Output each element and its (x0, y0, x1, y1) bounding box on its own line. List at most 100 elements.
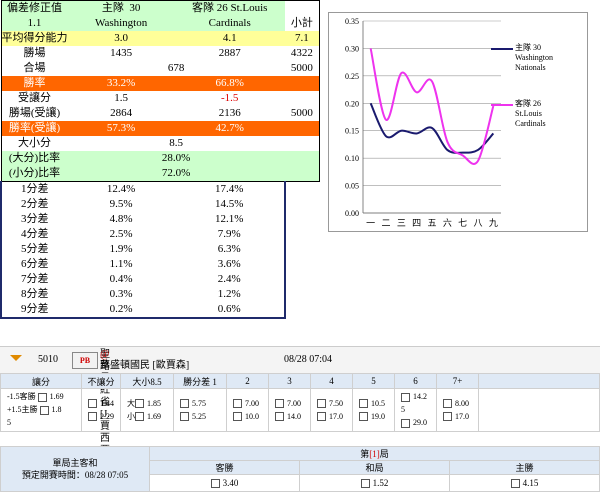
tie-option[interactable]: 1.52 (300, 475, 450, 492)
margin4-away-option[interactable]: 7.50 (317, 399, 343, 409)
margin-spacer (285, 257, 320, 272)
subtotal-spacer (285, 1, 320, 17)
spread-home-option[interactable]: +1.5主勝 1.8 (7, 405, 62, 415)
table-title: 偏差修正值 (7, 2, 62, 14)
handicap-row: 受讓分 1.5 -1.5 (1, 91, 320, 106)
checkbox[interactable] (88, 412, 97, 421)
checkbox[interactable] (443, 399, 452, 408)
margin-spacer (285, 212, 320, 227)
over-rate-row: (大分)比率 28.0% (1, 151, 320, 166)
win-rate-hc-row: 勝率(受讓) 57.3% 42.7% (1, 121, 320, 136)
margin-label: 1分差 (1, 182, 68, 198)
checkbox[interactable] (443, 412, 452, 421)
y-tick-label: 0.30 (345, 44, 359, 53)
margin-home: 4.8% (68, 212, 175, 227)
margin5-away-option[interactable]: 10.5 (359, 399, 385, 409)
checkbox[interactable] (275, 412, 284, 421)
row-label: 勝率(受讓) (1, 121, 68, 136)
away-win-option[interactable]: 3.40 (150, 475, 300, 492)
checkbox[interactable] (275, 399, 284, 408)
spread-extra: 5 (7, 418, 11, 428)
margin6-home-option[interactable]: 29.0 (401, 418, 427, 428)
checkbox[interactable] (180, 399, 189, 408)
option-odds: 17.0 (455, 412, 469, 422)
margin6-extra: 5 (401, 405, 405, 415)
checkbox[interactable] (233, 399, 242, 408)
home-header: 主隊 30 (68, 1, 175, 17)
match-number: 5010 (38, 354, 58, 366)
margin6-away-option[interactable]: 14.2 (401, 392, 427, 402)
margin-label: 4分差 (1, 227, 68, 242)
home-value: 57.3% (68, 121, 175, 136)
margin4-home-option[interactable]: 17.0 (317, 412, 343, 422)
margin5-cell: 10.5 19.0 (353, 389, 395, 432)
inning-number: [1] (369, 449, 380, 459)
checkbox[interactable] (211, 479, 220, 488)
under-rate-row: (小分)比率 72.0% (1, 166, 320, 182)
margin1-home-option[interactable]: 5.25 (180, 412, 206, 422)
x-tick-label: 五 (427, 219, 436, 229)
win-rate-row: 勝率 33.2% 66.8% (1, 76, 320, 91)
x-tick-label: 七 (458, 218, 467, 229)
checkbox[interactable] (135, 399, 144, 408)
margin-away: 6.3% (175, 242, 285, 257)
margin-label: 9分差 (1, 302, 68, 318)
option-odds: 7.50 (329, 399, 343, 409)
checkbox[interactable] (361, 479, 370, 488)
checkbox[interactable] (180, 412, 189, 421)
checkbox[interactable] (38, 393, 47, 402)
checkbox[interactable] (401, 393, 410, 402)
expand-arrow-icon[interactable] (10, 355, 22, 361)
margin3-away-option[interactable]: 7.00 (275, 399, 301, 409)
row-label: (大分)比率 (1, 151, 68, 166)
under-rate-value: 72.0% (68, 166, 285, 182)
y-tick-label: 0.00 (345, 209, 359, 218)
spread-away-option[interactable]: -1.5客勝 1.69 (7, 392, 64, 402)
checkbox[interactable] (401, 419, 410, 428)
margin-spacer (285, 272, 320, 287)
row-label: 勝場 (1, 46, 68, 61)
match-bar: 5010 PB 聖路易紅雀 [J.賈西亞] @ 華盛頓國民 [歐賈森] 08/2… (0, 346, 600, 374)
total-spacer (285, 166, 320, 182)
margin-spacer (285, 182, 320, 198)
checkbox[interactable] (317, 399, 326, 408)
option-odds: 1.69 (147, 412, 161, 422)
margin-away: 0.6% (175, 302, 285, 318)
margin6-cell: 14.2 5 29.0 (395, 389, 437, 432)
legend-home-line1: 主隊 30 (515, 43, 541, 52)
checkbox[interactable] (40, 406, 49, 415)
checkbox[interactable] (359, 399, 368, 408)
checkbox[interactable] (135, 412, 144, 421)
margin2-home-option[interactable]: 10.0 (233, 412, 259, 422)
home-win-option[interactable]: 4.15 (450, 475, 600, 492)
margin1-away-option[interactable]: 5.75 (180, 399, 206, 409)
home-num: 30 (129, 2, 140, 14)
margin7-home-option[interactable]: 17.0 (443, 412, 469, 422)
match-away-line: 華盛頓國民 [歐賈森] (100, 360, 189, 372)
margin3-home-option[interactable]: 14.0 (275, 412, 301, 422)
margin5-home-option[interactable]: 19.0 (359, 412, 385, 422)
home-team-name: Washington (68, 16, 175, 31)
margin2-away-option[interactable]: 7.00 (233, 399, 259, 409)
margin7-away-option[interactable]: 8.00 (443, 399, 469, 409)
checkbox[interactable] (317, 412, 326, 421)
pb-logo-icon: PB (72, 352, 98, 369)
checkbox[interactable] (88, 399, 97, 408)
legend-away: 客隊 26 St.Louis Cardinals (515, 99, 546, 129)
option-odds: 3.40 (223, 478, 239, 488)
moneyline-home-option[interactable]: 2.29 (88, 412, 114, 422)
match-datetime: 08/28 07:04 (284, 354, 332, 366)
margin-spacer (285, 242, 320, 257)
checkbox[interactable] (359, 412, 368, 421)
checkbox[interactable] (511, 479, 520, 488)
games-row: 合場 678 5000 (1, 61, 320, 76)
legend-away-line2: St.Louis (515, 109, 546, 119)
moneyline-away-option[interactable]: 1.44 (88, 399, 114, 409)
checkbox[interactable] (233, 412, 242, 421)
title-cell: 偏差修正值 (1, 1, 68, 17)
